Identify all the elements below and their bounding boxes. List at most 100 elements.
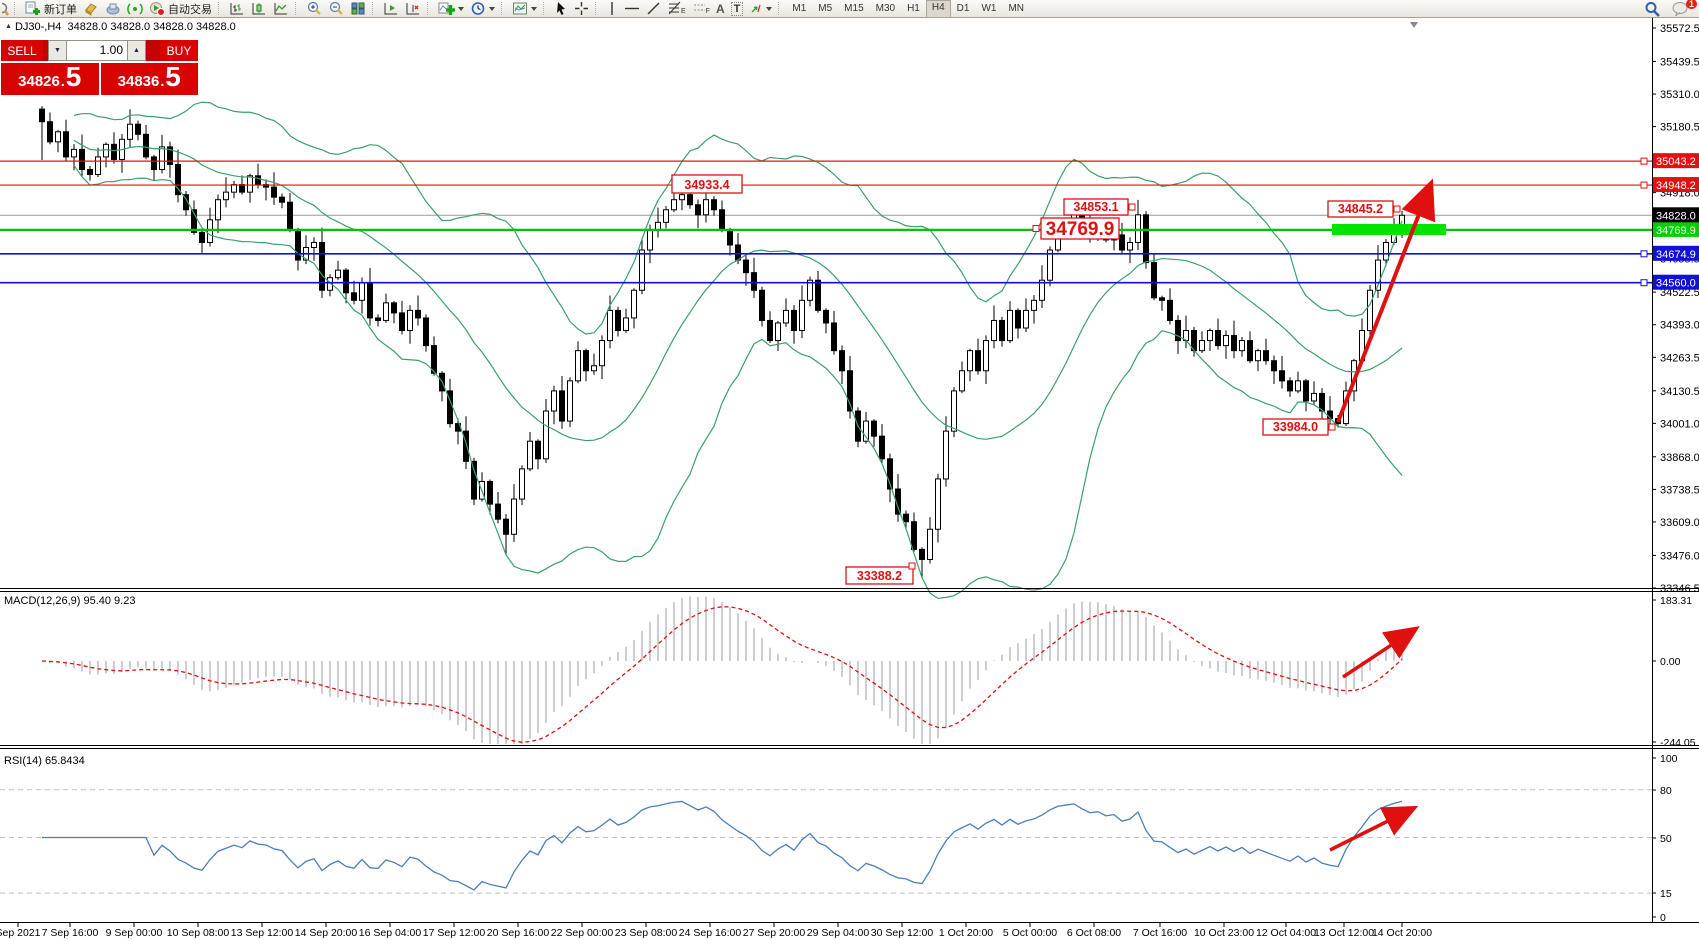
volume-down-button[interactable]: ▼ (48, 40, 67, 61)
rsi-panel[interactable]: RSI(14) 65.8434 100 80 50 15 0 (0, 753, 1678, 924)
svg-text:30 Sep 12:00: 30 Sep 12:00 (871, 927, 934, 939)
sell-price[interactable]: 34826. 5 (1, 63, 99, 95)
search-icon[interactable] (1642, 1, 1663, 17)
timeframe-m5[interactable]: M5 (818, 2, 833, 14)
timeframe-d1[interactable]: D1 (956, 2, 970, 14)
auto-trading-button[interactable]: 自动交易 (147, 1, 214, 17)
buy-price-main: 34836 (117, 73, 160, 90)
timeframe-m15[interactable]: M15 (844, 2, 864, 14)
svg-text:34769.9: 34769.9 (1046, 219, 1115, 240)
new-order-button[interactable]: 新订单 (23, 1, 79, 17)
volume-up-button[interactable]: ▲ (127, 40, 146, 61)
svg-text:34853.1: 34853.1 (1073, 200, 1118, 214)
svg-text:35439.5: 35439.5 (1660, 56, 1699, 68)
level-price-label (1653, 153, 1699, 169)
svg-text:14 Sep 20:00: 14 Sep 20:00 (295, 927, 358, 939)
text-tool-icon[interactable]: A (714, 1, 727, 17)
fibonacci-icon[interactable]: E (665, 1, 688, 17)
svg-text:17 Sep 12:00: 17 Sep 12:00 (423, 927, 486, 939)
trendline-icon[interactable] (644, 1, 663, 17)
channel-icon[interactable]: F (690, 1, 712, 17)
separator (427, 2, 432, 15)
indicators-caret[interactable] (458, 6, 464, 11)
macd-panel[interactable]: MACD(12,26,9) 95.40 9.23 183.31 0.00 -244.0… (4, 595, 1696, 749)
timeframe-h1[interactable]: H1 (907, 2, 920, 14)
svg-text:0.00: 0.00 (1660, 656, 1681, 668)
svg-text:10 Oct 23:00: 10 Oct 23:00 (1194, 927, 1254, 939)
svg-text:6 Oct 08:00: 6 Oct 08:00 (1067, 927, 1121, 939)
zoom-out-icon[interactable] (326, 1, 346, 17)
auto-trading-label: 自动交易 (168, 3, 212, 16)
timeframe-mn[interactable]: MN (1008, 2, 1025, 14)
svg-text:29 Sep 04:00: 29 Sep 04:00 (807, 927, 870, 939)
svg-text:5 Oct 00:00: 5 Oct 00:00 (1003, 927, 1057, 939)
styler-icon[interactable] (81, 1, 101, 17)
zoom-in-icon[interactable] (304, 1, 324, 17)
sell-price-dot: . (60, 73, 65, 89)
fibonacci-letter: E (681, 8, 686, 15)
level-lines[interactable] (0, 160, 1652, 284)
svg-text:22 Sep 00:00: 22 Sep 00:00 (551, 927, 614, 939)
time-axis: Sep 2021 7 Sep 16:00 9 Sep 00:00 10 Sep 08:… (0, 923, 1432, 939)
svg-text:34522.5: 34522.5 (1660, 287, 1699, 299)
svg-text:34845.2: 34845.2 (1338, 202, 1383, 216)
svg-text:-244.05: -244.05 (1660, 737, 1696, 749)
bollinger-bands (73, 101, 1403, 600)
buy-price[interactable]: 34836. 5 (100, 63, 198, 95)
sell-button[interactable]: SELL (1, 40, 43, 61)
vertical-line-icon[interactable] (604, 1, 620, 17)
text-label-icon[interactable]: T (729, 1, 746, 17)
level-anchor-square[interactable] (1640, 157, 1648, 165)
periods-clock-icon[interactable] (468, 1, 497, 17)
trend-arrows[interactable] (1329, 178, 1436, 852)
line-chart-icon[interactable] (271, 1, 291, 17)
market-depth-icon[interactable] (103, 1, 123, 17)
indicators-add-icon[interactable] (436, 1, 466, 17)
timeframe-h4[interactable]: H4 (925, 0, 951, 18)
separator (595, 2, 600, 15)
arrows-caret[interactable] (766, 6, 773, 11)
auto-scroll-icon[interactable] (381, 1, 401, 17)
svg-text:7 Sep 16:00: 7 Sep 16:00 (42, 927, 99, 939)
volume-input[interactable]: 1.00 (67, 40, 127, 61)
chart-collapse-icon[interactable]: ▲ (5, 23, 12, 30)
candlestick-icon[interactable] (249, 1, 269, 17)
cursor-icon[interactable] (552, 1, 570, 17)
signals-icon[interactable] (125, 1, 145, 17)
templates-icon[interactable] (510, 1, 539, 17)
svg-text:10 Sep 08:00: 10 Sep 08:00 (167, 927, 230, 939)
chart-canvas[interactable]: 35572.535439.535310.035180.534918.034655… (0, 18, 1699, 940)
svg-text:12 Oct 04:00: 12 Oct 04:00 (1256, 927, 1316, 939)
periods-caret[interactable] (489, 6, 495, 11)
timeframe-w1[interactable]: W1 (981, 2, 997, 14)
arrows-tool-icon[interactable] (747, 1, 774, 17)
one-click-trading-panel: SELL ▼ 1.00 ▲ BUY 34826. 5 34836. 5 (1, 40, 198, 95)
horizontal-line-icon[interactable] (622, 1, 642, 17)
bar-chart-icon[interactable] (227, 1, 247, 17)
svg-text:9 Sep 00:00: 9 Sep 00:00 (106, 927, 163, 939)
templates-caret[interactable] (531, 6, 537, 11)
svg-text:50: 50 (1660, 833, 1672, 845)
svg-text:33388.2: 33388.2 (857, 569, 902, 583)
chart-shift-icon[interactable] (403, 1, 423, 17)
crosshair-icon[interactable] (572, 1, 591, 17)
svg-text:35180.5: 35180.5 (1660, 122, 1699, 134)
chart-shift-marker[interactable] (1410, 22, 1418, 28)
buy-button[interactable]: BUY (160, 40, 198, 61)
level-price-label (1653, 245, 1699, 261)
chat-icon[interactable]: 1 (1670, 0, 1697, 17)
price-annotations[interactable]: 34933.4 34853.1 34769.9 34845.2 33984.0 33388… (671, 174, 1401, 585)
chart-title: ▲ DJ30-,H4 34828.0 34828.0 34828.0 34828.… (5, 21, 236, 33)
svg-text:34001.0: 34001.0 (1660, 418, 1699, 430)
level-anchor-square[interactable] (1640, 181, 1648, 189)
tile-windows-icon[interactable] (348, 1, 368, 17)
level-anchor-square[interactable] (1640, 250, 1648, 258)
level-anchor-square[interactable] (1640, 279, 1648, 287)
chart-window[interactable]: ▲ DJ30-,H4 34828.0 34828.0 34828.0 34828.… (0, 18, 1699, 940)
trade-prices-row: 34826. 5 34836. 5 (1, 63, 198, 95)
svg-text:20 Sep 16:00: 20 Sep 16:00 (487, 927, 550, 939)
text-label-letter: T (730, 1, 744, 16)
timeframe-m1[interactable]: M1 (792, 2, 807, 14)
green-highlight-bar[interactable] (1332, 224, 1446, 235)
timeframe-m30[interactable]: M30 (875, 2, 896, 14)
